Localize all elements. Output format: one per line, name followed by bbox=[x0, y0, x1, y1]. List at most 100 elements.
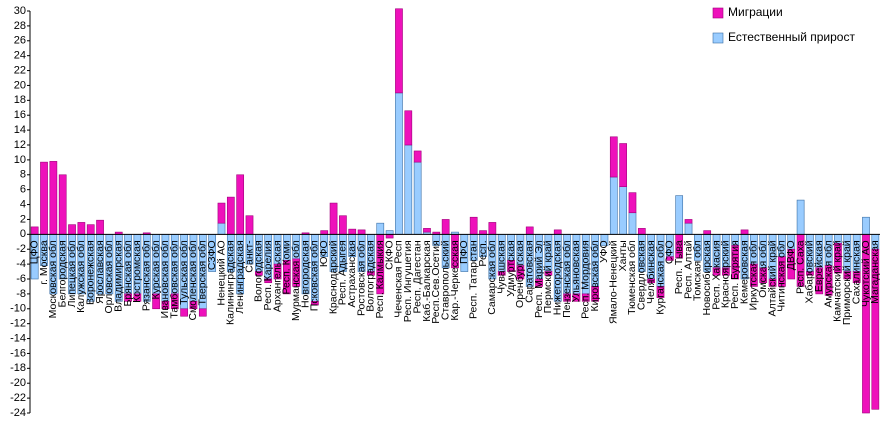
bar bbox=[58, 174, 67, 235]
bar bbox=[619, 186, 627, 235]
x-tick-label: Кировская обл bbox=[589, 240, 601, 311]
bar bbox=[740, 229, 749, 235]
x-tick-label: ЦФО bbox=[28, 240, 40, 264]
bar bbox=[759, 267, 768, 284]
bar bbox=[712, 267, 721, 276]
bar bbox=[824, 265, 833, 296]
x-tick-label: Респ. Марий Эл bbox=[533, 240, 545, 318]
x-tick-label: ЮФО bbox=[318, 240, 330, 267]
bar bbox=[796, 199, 805, 235]
bar bbox=[180, 308, 188, 317]
bar bbox=[311, 301, 319, 306]
x-tick-label: Воронежская bbox=[84, 240, 96, 305]
y-tick-label: -14 bbox=[10, 332, 26, 344]
x-tick-label: Чеченская Респ bbox=[393, 240, 405, 317]
x-tick-label: Каб.-Балкарская bbox=[421, 240, 433, 321]
bar bbox=[535, 278, 543, 287]
y-tick-label: 24 bbox=[14, 50, 26, 62]
x-tick-label: Курганская обл bbox=[654, 240, 666, 314]
legend-swatch bbox=[712, 7, 724, 19]
bar bbox=[750, 263, 758, 287]
x-tick-label: Московская обл bbox=[47, 240, 59, 318]
bar bbox=[348, 228, 357, 235]
x-tick-label: Томская обл bbox=[692, 240, 704, 301]
bars bbox=[30, 8, 880, 414]
x-tick-label: Респ. Тыва bbox=[673, 240, 685, 294]
x-tick-label: Омская обл bbox=[757, 240, 769, 297]
bar bbox=[516, 265, 525, 280]
x-tick-label: Липецкая обл bbox=[66, 240, 78, 307]
x-tick-label: Самарская обл bbox=[486, 240, 498, 314]
x-tick-label: Амурская обл bbox=[822, 240, 834, 307]
x-tick-label: Пермский край bbox=[542, 240, 554, 313]
bar bbox=[507, 260, 515, 272]
x-tick-label: Хабаровский bbox=[804, 240, 816, 303]
x-tick-label: Приморский край bbox=[841, 240, 853, 325]
bar bbox=[469, 216, 478, 235]
bar bbox=[488, 222, 497, 235]
x-tick-label: Владимирская bbox=[113, 240, 125, 311]
x-tick-label: Псковская обл bbox=[309, 240, 321, 311]
y-tick-label: -2 bbox=[16, 243, 26, 255]
x-tick-label: Респ. bbox=[477, 240, 489, 266]
bar bbox=[862, 216, 870, 235]
x-tick-label: Оренбургская bbox=[514, 240, 526, 308]
bar bbox=[497, 271, 506, 276]
bar bbox=[703, 230, 712, 235]
x-tick-label: Читинская обл bbox=[776, 240, 788, 311]
y-tick-label: -12 bbox=[10, 318, 26, 330]
bar bbox=[815, 267, 824, 295]
legend-label: Естественный прирост bbox=[728, 30, 855, 44]
bar bbox=[189, 301, 198, 310]
bar bbox=[479, 230, 487, 235]
y-tick-label: 6 bbox=[20, 184, 26, 196]
x-tick-label: Брянская обл bbox=[122, 240, 134, 306]
bar bbox=[619, 143, 627, 187]
x-tick-label: Ханты bbox=[617, 240, 629, 271]
bar bbox=[152, 293, 160, 310]
x-tick-label: Ростовская обл bbox=[355, 240, 367, 316]
bar bbox=[684, 222, 693, 235]
bar bbox=[647, 278, 656, 284]
bar bbox=[413, 150, 422, 163]
bar bbox=[329, 202, 338, 235]
x-tick-label: Саратовская bbox=[524, 240, 536, 303]
x-tick-label: Респ. Бурятия bbox=[729, 240, 741, 309]
x-tick-label: Архангельская bbox=[271, 240, 283, 312]
bar bbox=[245, 215, 254, 235]
bar bbox=[441, 219, 450, 235]
bar bbox=[544, 271, 553, 276]
y-tick-label: -20 bbox=[10, 377, 26, 389]
bar bbox=[731, 245, 740, 280]
y-tick-label: 28 bbox=[14, 20, 26, 32]
bar bbox=[581, 293, 590, 302]
x-tick-label: Ивановская обл bbox=[159, 240, 171, 318]
bar bbox=[843, 271, 852, 280]
x-tick-label: СФО bbox=[664, 240, 676, 264]
bar bbox=[292, 258, 301, 287]
bar bbox=[768, 278, 777, 287]
bar bbox=[525, 226, 534, 235]
x-tick-label: Респ. Калмыкия bbox=[374, 240, 386, 318]
x-tick-label: Респ. Ингушетия bbox=[402, 240, 414, 322]
y-tick-label: 2 bbox=[20, 213, 26, 225]
x-tick-label: Сахалинская bbox=[850, 240, 862, 304]
x-tick-label: Волгоградская bbox=[365, 240, 377, 311]
x-tick-label: Новгородская bbox=[299, 240, 311, 308]
y-tick-label: 26 bbox=[14, 35, 26, 47]
bar bbox=[563, 293, 571, 302]
bar bbox=[404, 110, 413, 146]
y-tick-label: 10 bbox=[14, 154, 26, 166]
x-tick-label: Респ. Дагестан bbox=[411, 240, 423, 313]
y-tick-label: -22 bbox=[10, 392, 26, 404]
y-tick-label: 16 bbox=[14, 109, 26, 121]
y-tick-label: 18 bbox=[14, 94, 26, 106]
x-tick-label: УФО bbox=[598, 240, 610, 262]
bar bbox=[161, 301, 170, 310]
x-tick-label: Тверская обл bbox=[197, 240, 209, 305]
bar bbox=[395, 92, 403, 235]
bar bbox=[413, 161, 422, 235]
x-tick-label: Новосибирская bbox=[701, 240, 713, 315]
x-tick-label: СЗФО bbox=[206, 240, 218, 270]
